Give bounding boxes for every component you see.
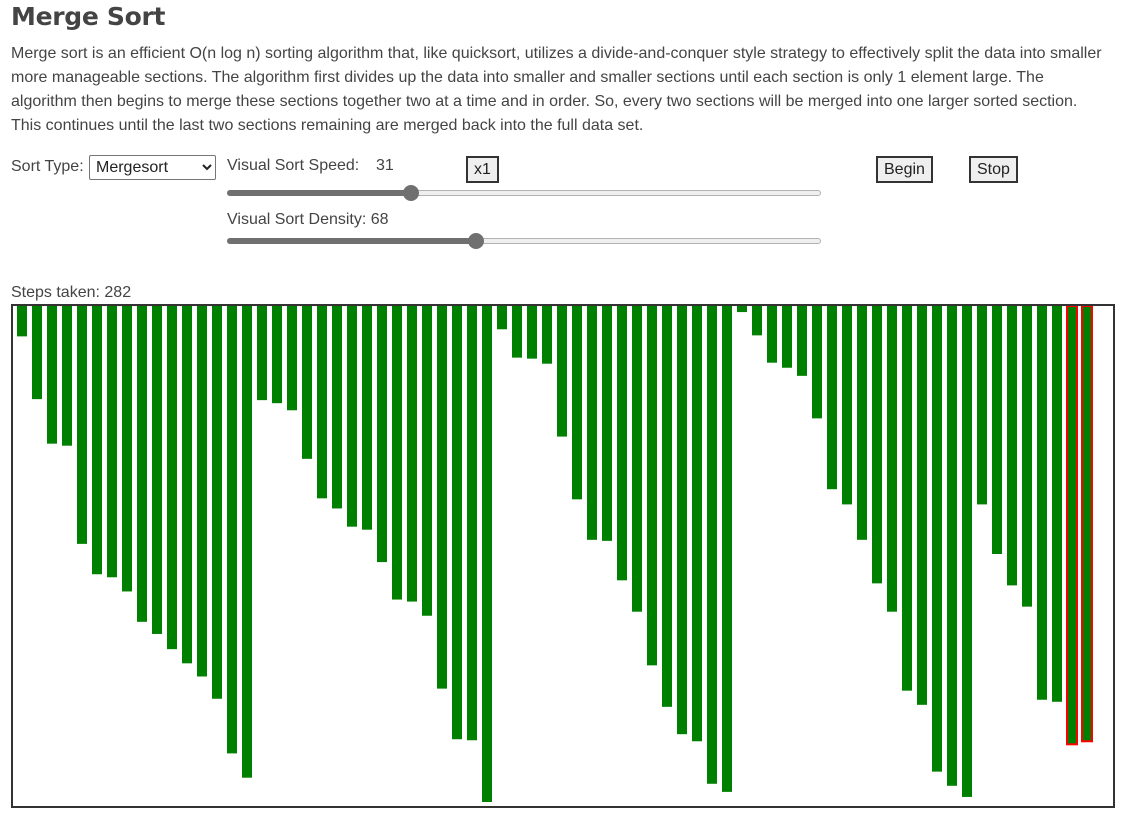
sort-bar xyxy=(227,306,237,754)
sort-bar xyxy=(32,306,42,400)
sort-bar xyxy=(407,306,417,602)
sort-bar xyxy=(917,306,927,705)
sort-bar xyxy=(47,306,57,444)
sort-bar xyxy=(137,306,147,622)
sort-bar xyxy=(977,306,987,505)
sort-bar xyxy=(587,306,597,540)
sort-bar xyxy=(857,306,867,540)
sort-bar xyxy=(767,306,777,363)
steps-taken: Steps taken: 282 xyxy=(11,284,132,301)
sort-bar xyxy=(392,306,402,600)
sort-bar xyxy=(467,306,477,741)
sort-bar xyxy=(332,306,342,509)
sort-bar xyxy=(557,306,567,437)
page-title: Merge Sort xyxy=(11,2,166,31)
sort-bar xyxy=(782,306,792,368)
sort-bar xyxy=(422,306,432,616)
sort-type-select[interactable]: Mergesort xyxy=(89,155,216,180)
speed-value: 31 xyxy=(376,157,394,174)
sort-bar xyxy=(962,306,972,797)
sort-bar xyxy=(692,306,702,742)
sort-bar xyxy=(662,306,672,707)
sort-bar xyxy=(722,306,732,792)
sort-bar xyxy=(347,306,357,527)
sort-bar xyxy=(377,306,387,563)
sort-bar xyxy=(272,306,282,404)
sort-bar xyxy=(572,306,582,500)
sort-bar xyxy=(167,306,177,650)
sort-bar xyxy=(827,306,837,490)
sort-bar xyxy=(647,306,657,666)
sort-bar xyxy=(152,306,162,634)
sort-visualization xyxy=(11,304,1115,808)
sort-bar xyxy=(257,306,267,401)
density-slider[interactable] xyxy=(227,233,821,249)
speed-slider-fill xyxy=(227,190,412,196)
sort-bar xyxy=(1052,306,1062,702)
sort-bar xyxy=(617,306,627,581)
sort-bar xyxy=(797,306,807,376)
sort-bar xyxy=(992,306,1002,554)
sort-bar xyxy=(197,306,207,677)
sort-bar xyxy=(602,306,612,541)
sort-bar xyxy=(872,306,882,584)
density-slider-fill xyxy=(227,238,477,244)
algorithm-description: Merge sort is an efficient O(n log n) so… xyxy=(11,45,1102,134)
sort-bar xyxy=(287,306,297,411)
sort-bar xyxy=(212,306,222,699)
sort-bar xyxy=(497,306,507,330)
sort-bar xyxy=(362,306,372,530)
sort-bar xyxy=(437,306,447,689)
speed-multiplier-button[interactable]: x1 xyxy=(466,156,499,183)
sort-bar xyxy=(122,306,132,592)
sort-bar xyxy=(317,306,327,499)
sort-bar xyxy=(542,306,552,364)
sort-bar xyxy=(1066,306,1078,746)
sort-bar xyxy=(677,306,687,735)
sort-bar xyxy=(182,306,192,664)
sort-bar xyxy=(107,306,117,578)
sort-bars-canvas xyxy=(17,306,1093,802)
speed-slider-thumb[interactable] xyxy=(403,185,420,201)
sort-bar xyxy=(752,306,762,336)
sort-bar xyxy=(452,306,462,740)
sort-bar xyxy=(242,306,252,778)
sort-bar xyxy=(707,306,717,784)
sort-bar xyxy=(92,306,102,575)
sort-bar xyxy=(1037,306,1047,700)
sort-bar xyxy=(812,306,822,419)
sort-bar xyxy=(62,306,72,446)
density-label: Visual Sort Density: 68 xyxy=(227,211,389,228)
sort-bar xyxy=(737,306,747,313)
sort-bar xyxy=(17,306,27,337)
sort-bar xyxy=(512,306,522,358)
density-slider-thumb[interactable] xyxy=(468,233,485,249)
speed-label: Visual Sort Speed: xyxy=(227,157,360,174)
sort-bar xyxy=(632,306,642,612)
sort-bar xyxy=(887,306,897,612)
sort-bar xyxy=(77,306,87,544)
sort-bar xyxy=(302,306,312,459)
stop-button[interactable]: Stop xyxy=(969,156,1018,183)
sort-bar xyxy=(527,306,537,359)
sort-bar xyxy=(1081,306,1093,743)
sort-bar xyxy=(482,306,492,802)
sort-bar xyxy=(947,306,957,786)
sort-bar xyxy=(1022,306,1032,607)
sort-type-label: Sort Type: xyxy=(11,158,84,175)
sort-bar xyxy=(932,306,942,772)
sort-bar xyxy=(842,306,852,505)
sort-bar xyxy=(902,306,912,691)
sort-bar xyxy=(1007,306,1017,586)
speed-slider[interactable] xyxy=(227,185,821,201)
begin-button[interactable]: Begin xyxy=(876,156,933,183)
